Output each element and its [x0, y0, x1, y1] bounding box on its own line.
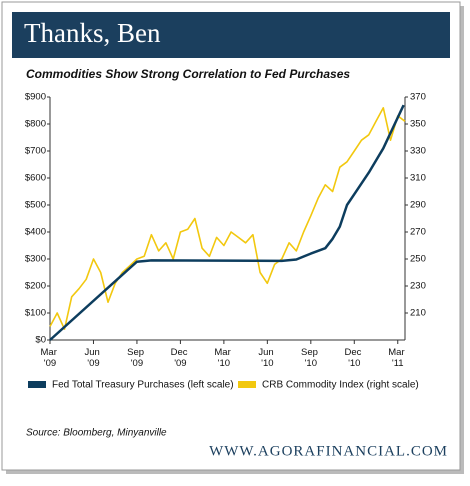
header-banner	[12, 12, 450, 58]
x-tick-label: Jun '09	[84, 347, 102, 369]
x-tick-label: Mar '10	[214, 347, 233, 369]
y2-tick-label: 230	[410, 281, 426, 292]
y2-tick-label: 330	[410, 146, 426, 157]
x-tick-label: Sep '09	[127, 347, 147, 369]
chart-title: Thanks, Ben	[24, 18, 161, 48]
x-tick-label: Dec '09	[171, 347, 191, 369]
y2-tick-label: 250	[410, 254, 426, 265]
legend-swatch	[28, 381, 46, 388]
x-tick-label: Mar '11	[388, 347, 407, 369]
y2-tick-label: 210	[410, 308, 426, 319]
series-line	[49, 104, 405, 341]
frame	[1, 1, 461, 471]
chart-subtitle: Commodities Show Strong Correlation to F…	[26, 67, 350, 81]
x-tick-label: Dec '10	[345, 347, 365, 369]
source-note: Source: Bloomberg, Minyanville	[26, 428, 167, 439]
y2-tick-label: 270	[410, 227, 426, 238]
y-tick-label: $600	[25, 173, 46, 184]
y-tick-label: $500	[25, 200, 46, 211]
y-tick-label: $800	[25, 119, 46, 130]
y-tick-label: $700	[25, 146, 46, 157]
y-tick-label: $900	[25, 92, 46, 103]
x-tick-label: Mar '09	[41, 347, 60, 369]
y-tick-label: $0	[35, 335, 46, 346]
y2-tick-label: 310	[410, 173, 426, 184]
y2-tick-label: 370	[410, 92, 426, 103]
y-tick-label: $300	[25, 254, 46, 265]
y2-tick-label: 290	[410, 200, 426, 211]
y-tick-label: $200	[25, 281, 46, 292]
series-line	[49, 107, 406, 330]
y2-tick-label: 350	[410, 119, 426, 130]
x-tick-label: Sep '10	[301, 347, 321, 369]
legend-label: Fed Total Treasury Purchases (left scale…	[52, 380, 234, 391]
legend-swatch	[238, 381, 256, 388]
legend-label: CRB Commodity Index (right scale)	[262, 380, 419, 391]
y-tick-label: $100	[25, 308, 46, 319]
y-tick-label: $400	[25, 227, 46, 238]
credit: WWW.AGORAFINANCIAL.COM	[209, 443, 448, 459]
x-tick-label: Jun '10	[258, 347, 276, 369]
